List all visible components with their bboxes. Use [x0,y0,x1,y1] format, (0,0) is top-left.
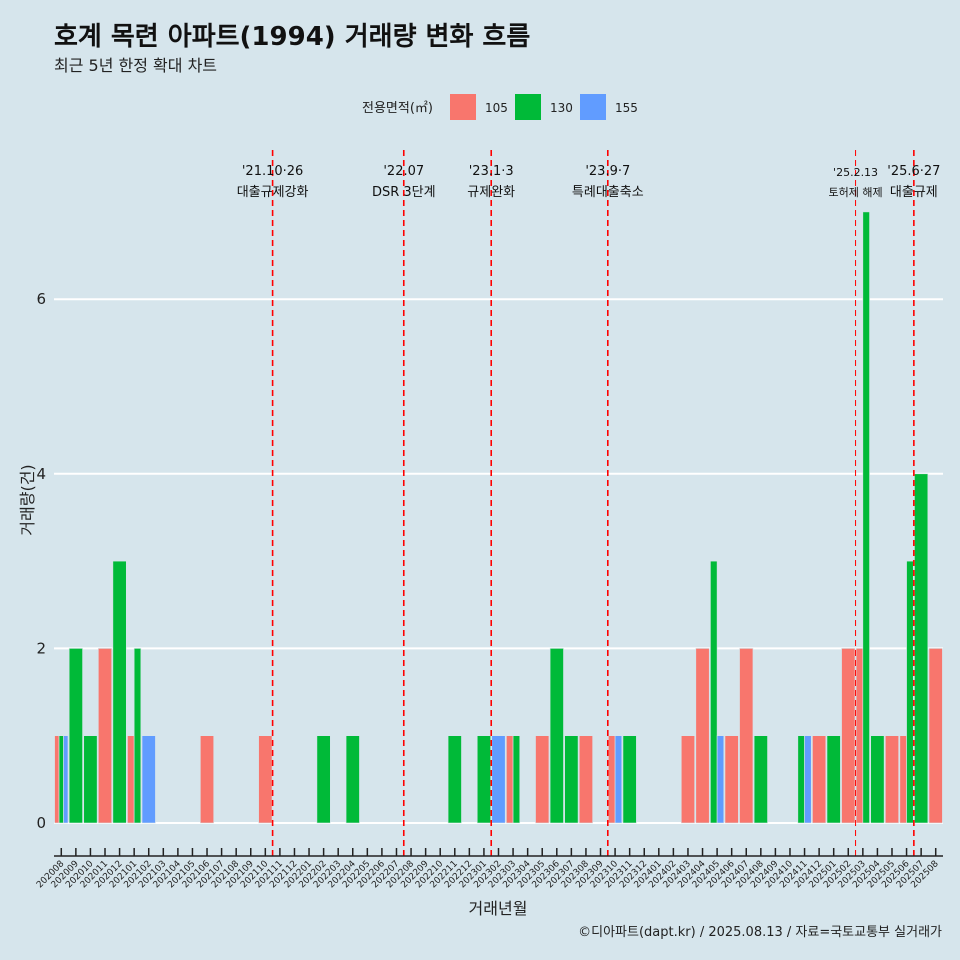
bar-130-202507 [914,473,929,824]
bar-105-202503 [855,648,864,824]
bar-155-202008 [63,735,69,824]
bars [54,211,943,824]
chart-subtitle: 최근 5년 한정 확대 차트 [54,56,218,75]
bar-105-202407 [739,648,754,824]
bar-130-202501 [826,735,841,824]
y-tick-label: 0 [36,814,46,832]
bar-130-202211 [447,735,462,824]
bar-130-202204 [345,735,360,824]
bar-105-202406 [724,735,739,824]
bar-130-202010 [83,735,98,824]
event-label: 대출규제 [890,185,938,200]
bar-155-202302 [491,735,506,824]
event-date: '25.6·27 [887,164,940,179]
bar-105-202308 [578,735,593,824]
bar-105-202506 [899,735,907,824]
bar-130-202009 [68,648,83,824]
legend-swatch-130 [515,94,541,120]
legend-swatch-105 [450,94,476,120]
event-label: 대출규제강화 [237,185,309,200]
legend: 전용면적(㎡) 105 130 155 [362,94,638,120]
y-tick-label: 4 [36,465,46,483]
legend-title: 전용면적(㎡) [362,101,433,116]
bar-130-202311 [622,735,637,824]
bar-105-202508 [928,648,943,824]
bar-130-202012 [112,560,127,824]
bar-105-202502 [841,648,856,824]
event-date: '25.2.13 [833,166,878,179]
bar-105-202101 [127,735,135,824]
chart-title: 호계 목련 아파트(1994) 거래량 변화 흐름 [54,22,531,52]
bar-155-202102 [141,735,156,824]
bar-105-202412 [812,735,827,824]
event-label: 토허제 해제 [829,185,883,199]
legend-label-155: 155 [615,101,638,115]
caption: ©디아파트(dapt.kr) / 2025.08.13 / 자료=국토교통부 실… [578,925,942,940]
event-date: '22.07 [383,164,424,179]
bar-105-202404 [695,648,710,824]
bar-105-202403 [680,735,695,824]
bar-130-202008 [58,735,64,824]
y-axis-title: 거래량(건) [18,464,37,535]
bar-155-202405 [716,735,725,824]
event-label: 특례대출축소 [572,185,644,200]
event-label: DSR 3단계 [372,185,436,200]
bar-130-202504 [870,735,885,824]
bar-130-202101 [133,648,142,824]
bar-130-202503 [862,211,870,824]
event-date: '23.9·7 [585,164,630,179]
bar-130-202506 [906,560,914,824]
bar-155-202310 [614,735,623,824]
legend-label-105: 105 [485,101,508,115]
bar-130-202408 [753,735,768,824]
legend-swatch-155 [580,94,606,120]
event-label: 규제완화 [467,185,515,200]
event-markers: '21.10·26 대출규제강화 '22.07 DSR 3단계 '23.1·3 규제완화 '… [237,150,940,856]
y-tick-label: 2 [36,639,46,657]
bar-130-202303 [512,735,521,824]
bar-130-202306 [549,648,564,824]
bar-130-202411 [797,735,805,824]
bar-130-202405 [710,560,718,824]
bar-130-202202 [316,735,331,824]
bar-105-202008 [54,735,60,824]
y-tick-label: 6 [36,290,46,308]
bar-105-202305 [535,735,550,824]
bar-130-202307 [564,735,579,824]
event-date: '21.10·26 [242,164,303,179]
event-date: '23.1·3 [469,164,514,179]
bar-105-202505 [884,735,899,824]
x-axis-title: 거래년월 [469,899,528,918]
bar-155-202411 [804,735,812,824]
bar-105-202106 [200,735,215,824]
bar-105-202303 [506,735,514,824]
legend-label-130: 130 [550,101,573,115]
bar-105-202011 [98,648,113,824]
bar-130-202301 [476,735,491,824]
bar-105-202310 [608,735,616,824]
bar-105-202110 [258,735,273,824]
